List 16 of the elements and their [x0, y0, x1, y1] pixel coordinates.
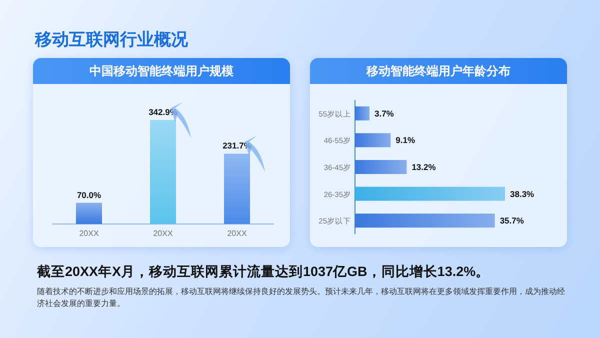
- data-label: 342.9%: [148, 107, 178, 117]
- text: 移动互联网行业概况: [35, 29, 188, 51]
- chart-title: 移动智能终端用户年龄分布: [310, 58, 567, 84]
- text: 截至20XX年X月，移动互联网累计流量达到1037亿GB，同比增长13.2%。: [37, 263, 490, 281]
- x-tick-label: 20XX: [227, 229, 248, 238]
- data-label: 35.7%: [500, 216, 524, 226]
- data-label: 70.0%: [76, 190, 102, 200]
- data-label: 9.1%: [396, 135, 416, 146]
- x-tick-label: 20XX: [153, 229, 174, 238]
- data-label: 231.7%: [222, 140, 252, 151]
- text: 随着技术的不断进步和应用场景的拓展，移动互联网将继续保持良好的发展势头。预计未来几年，移动互联网将在更多领域发挥重要作用，成为推动经济社会发展的重要力量。: [37, 286, 566, 310]
- data-label: 13.2%: [412, 162, 436, 172]
- x-tick-label: 20XX: [79, 229, 100, 238]
- data-label: 3.7%: [374, 108, 394, 118]
- chart-title: 中国移动智能终端用户规模: [33, 58, 290, 84]
- data-label: 38.3%: [510, 188, 535, 199]
